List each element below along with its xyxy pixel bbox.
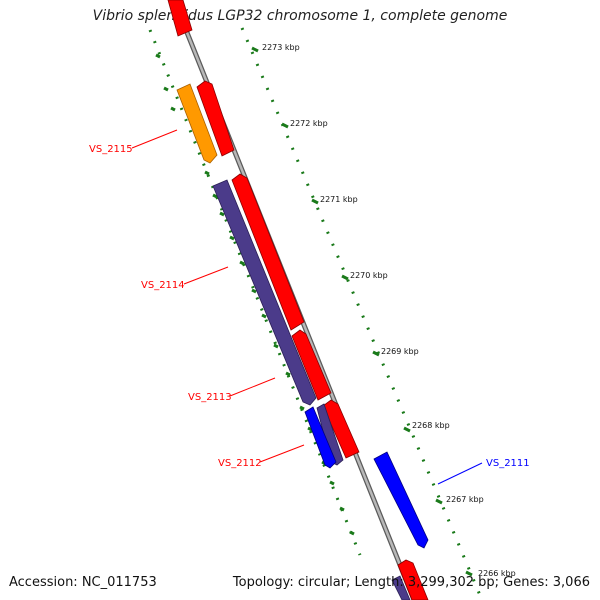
cds-forward-bottom (397, 559, 429, 600)
cds-forward-vs2112 (322, 399, 360, 459)
gene-label-vs2115: VS_2115 (89, 144, 133, 155)
forward-cds-features (167, 0, 429, 600)
tick-label-2273: 2273 kbp (262, 43, 300, 52)
gene-label-vs2111: VS_2111 (486, 458, 530, 469)
cds-reverse-bottom (391, 575, 411, 600)
cds-reverse-vs2111 (373, 451, 429, 549)
cds-forward-vs2113 (291, 329, 332, 401)
label-leaders (131, 129, 483, 485)
tick-label-2266: 2266 kbp (478, 569, 516, 578)
genome-summary-text: Topology: circular; Length: 3,299,302 bp… (232, 575, 590, 590)
reverse-cds-features (176, 83, 429, 600)
gene-label-vs2112: VS_2112 (218, 458, 262, 469)
cds-reverse-vs2115 (176, 83, 218, 164)
scale-ticks (251, 46, 473, 577)
tick-label-2270: 2270 kbp (350, 271, 388, 280)
map-title: Vibrio splendidus LGP32 chromosome 1, co… (92, 8, 508, 24)
cds-forward-top (167, 0, 193, 37)
cds-reverse-vs2114 (212, 179, 317, 406)
tick-label-2271: 2271 kbp (320, 195, 358, 204)
tick-label-2269: 2269 kbp (381, 347, 419, 356)
cds-forward-vs2114 (231, 173, 305, 331)
accession-text: Accession: NC_011753 (9, 575, 157, 590)
cds-reverse-vs2112 (304, 406, 337, 469)
tick-label-2268: 2268 kbp (412, 421, 450, 430)
tick-label-2272: 2272 kbp (290, 119, 328, 128)
gene-label-vs2113: VS_2113 (188, 392, 232, 403)
cds-forward-vs2115 (196, 80, 235, 157)
gene-label-vs2114: VS_2114 (141, 280, 185, 291)
tick-label-2267: 2267 kbp (446, 495, 484, 504)
